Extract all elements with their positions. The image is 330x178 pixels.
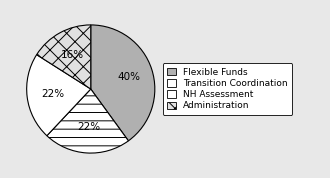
Wedge shape: [47, 89, 128, 153]
Wedge shape: [91, 25, 155, 141]
Wedge shape: [27, 55, 91, 136]
Legend: Flexible Funds, Transition Coordination, NH Assessment, Administration: Flexible Funds, Transition Coordination,…: [163, 63, 292, 115]
Wedge shape: [37, 25, 91, 89]
Text: 22%: 22%: [41, 89, 64, 99]
Text: 22%: 22%: [77, 122, 100, 132]
Text: 16%: 16%: [61, 50, 84, 60]
Text: 40%: 40%: [117, 72, 140, 82]
